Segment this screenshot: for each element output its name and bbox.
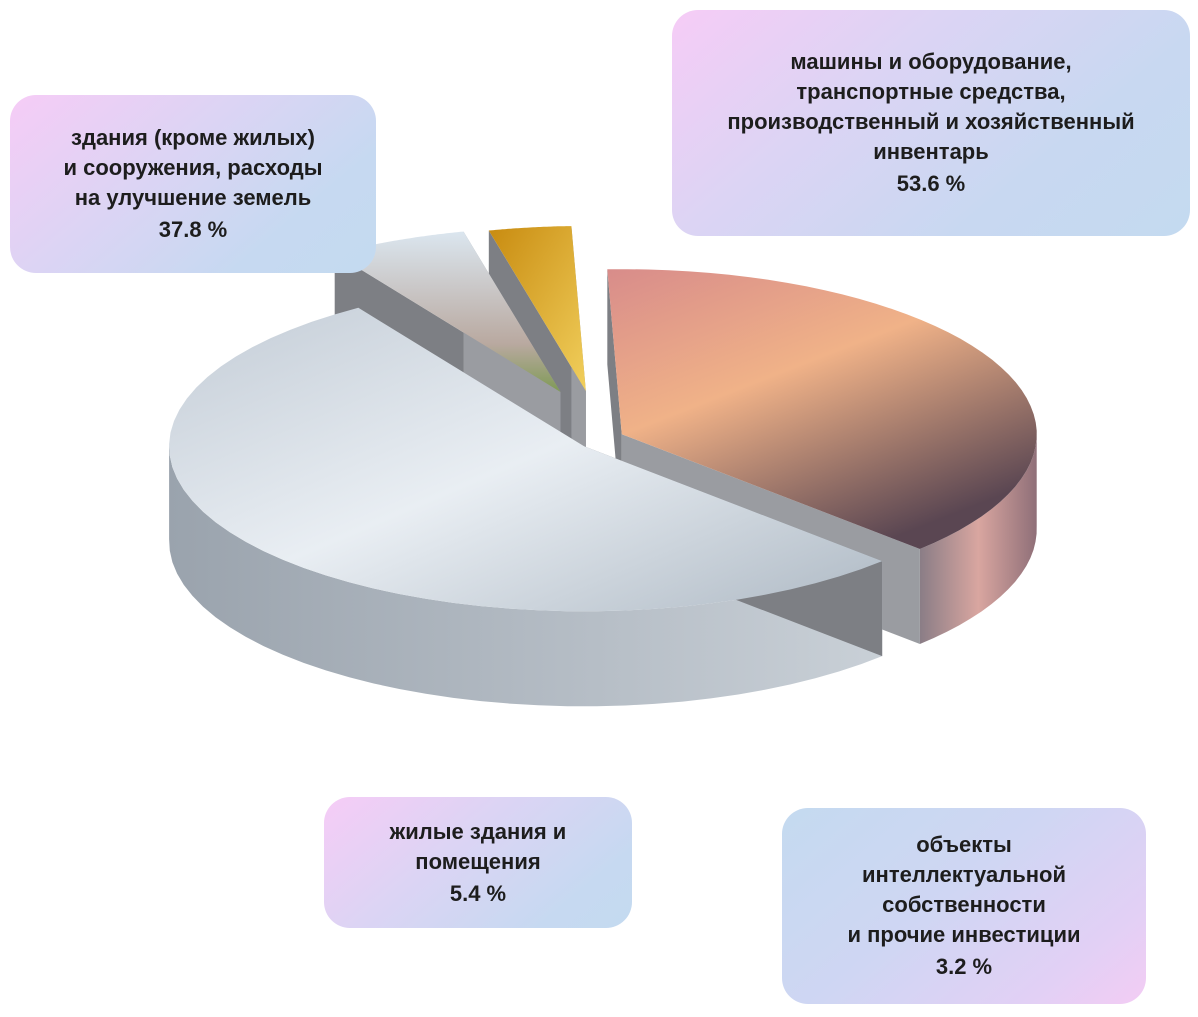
callout-buildings: здания (кроме жилых) и сооружения, расхо…: [10, 95, 376, 273]
callout-intellectual-line-2: интеллектуальной: [862, 862, 1066, 887]
callout-buildings-line-2: и сооружения, расходы: [63, 155, 323, 180]
callout-intellectual-line-3: собственности: [882, 892, 1046, 917]
callout-machinery: машины и оборудование, транспортные сред…: [672, 10, 1190, 236]
callout-residential: жилые здания и помещения 5.4 %: [324, 797, 632, 928]
callout-machinery-line-4: инвентарь: [873, 139, 989, 164]
callout-intellectual-line-4: и прочие инвестиции: [847, 922, 1081, 947]
callout-intellectual: объекты интеллектуальной собственности и…: [782, 808, 1146, 1004]
slice-buildings-top: [607, 269, 1037, 549]
callout-buildings-line-1: здания (кроме жилых): [71, 125, 315, 150]
slice-machinery-top: [169, 307, 883, 612]
slice-machinery: [169, 307, 883, 707]
callout-residential-line-1: жилые здания и: [389, 818, 567, 844]
callout-machinery-line-3: производственный и хозяйственный: [727, 109, 1135, 134]
slice-intellectual-top: [488, 226, 586, 391]
slice-machinery-side: [169, 444, 883, 707]
callout-machinery-percent: 53.6 %: [896, 171, 966, 196]
callout-residential-percent: 5.4 %: [449, 880, 507, 906]
callout-machinery-line-1: машины и оборудование,: [790, 49, 1072, 74]
callout-buildings-line-3: на улучшение земель: [74, 185, 312, 210]
callout-buildings-percent: 37.8 %: [158, 217, 228, 242]
slice-residential-top: [334, 231, 561, 392]
callout-intellectual-percent: 3.2 %: [935, 954, 993, 979]
slice-buildings-side: [919, 430, 1037, 644]
callout-intellectual-line-1: объекты: [916, 832, 1012, 857]
callout-residential-line-2: помещения: [415, 848, 541, 874]
callout-machinery-line-2: транспортные средства,: [796, 79, 1066, 104]
